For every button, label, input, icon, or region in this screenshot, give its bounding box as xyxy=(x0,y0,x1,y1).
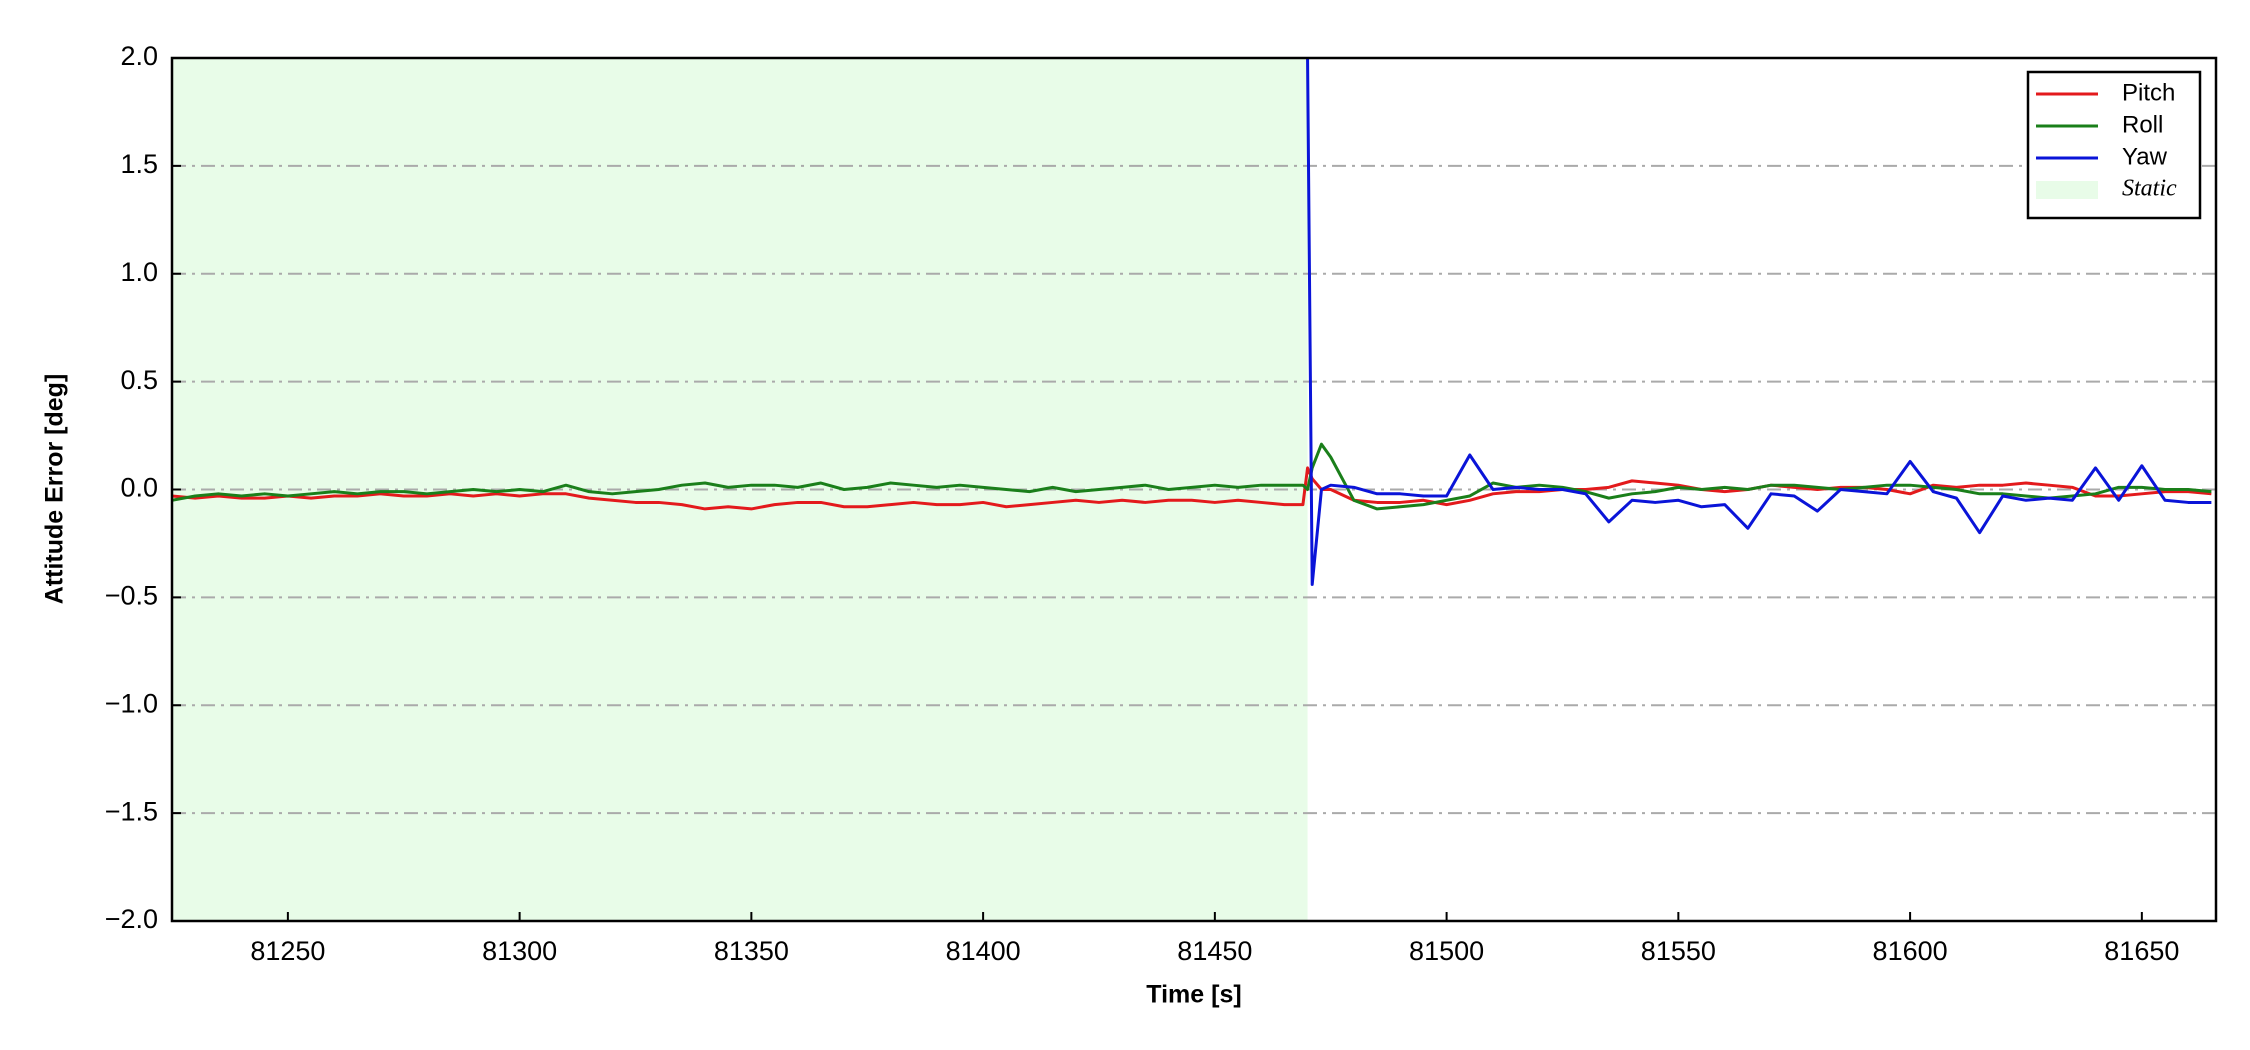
x-axis-label: Time [s] xyxy=(1146,981,1241,1009)
legend-label: Yaw xyxy=(2122,143,2168,170)
plot-background xyxy=(172,58,1308,921)
y-axis-label: Attitude Error [deg] xyxy=(41,374,69,605)
y-tick-label: 0.0 xyxy=(120,473,158,503)
static-span xyxy=(172,58,1308,921)
legend-label: Pitch xyxy=(2122,79,2175,106)
x-tick-label: 81550 xyxy=(1641,936,1716,966)
ticks: −2.0 −1.5 −1.0 −0.5 0.0 0.5 1.0 1.5 2.0 81250 8130… xyxy=(105,41,2180,966)
series-line xyxy=(172,442,2212,511)
series-line xyxy=(1306,58,2212,586)
y-tick-label: −2.0 xyxy=(105,904,158,934)
x-tick-label: 81350 xyxy=(714,936,789,966)
series-lines xyxy=(172,58,2212,586)
y-tick-label: 2.0 xyxy=(120,41,158,71)
x-tick-label: 81650 xyxy=(2104,936,2179,966)
legend-label: Static xyxy=(2122,176,2177,202)
x-tick-label: 81250 xyxy=(250,936,325,966)
y-tick-label: 1.5 xyxy=(120,149,158,179)
y-tick-label: −1.5 xyxy=(105,796,158,826)
legend-swatch xyxy=(2036,181,2098,199)
legend-label: Roll xyxy=(2122,111,2163,138)
y-tick-label: 0.5 xyxy=(120,365,158,395)
x-tick-label: 81450 xyxy=(1177,936,1252,966)
x-tick-label: 81300 xyxy=(482,936,557,966)
legend: Pitch Roll Yaw Static xyxy=(2026,70,2202,220)
x-tick-label: 81400 xyxy=(946,936,1021,966)
y-tick-label: 1.0 xyxy=(120,257,158,287)
y-tick-label: −1.0 xyxy=(105,688,158,718)
x-tick-label: 81600 xyxy=(1873,936,1948,966)
x-tick-label: 81500 xyxy=(1409,936,1484,966)
y-tick-label: −0.5 xyxy=(105,581,158,611)
